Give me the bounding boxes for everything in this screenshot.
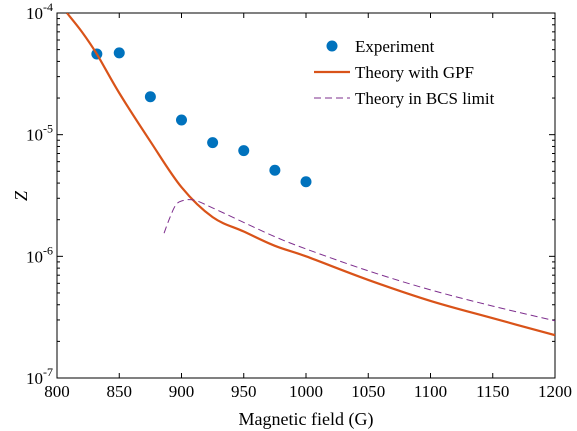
gpf-theory-curve (66, 13, 555, 337)
legend-label: Theory in BCS limit (355, 89, 495, 108)
experiment-point (300, 176, 312, 188)
y-tick-label: 10-5 (26, 122, 53, 145)
legend-label: Theory with GPF (355, 63, 474, 82)
experiment-point (176, 114, 187, 126)
y-axis-title: Z (11, 190, 31, 201)
bcs-limit-curve (163, 199, 555, 322)
x-tick-label: 1050 (351, 382, 385, 401)
x-axis-title: Magnetic field (G) (239, 409, 374, 430)
legend-label: Experiment (355, 37, 435, 56)
series-layer (66, 13, 555, 337)
x-tick-label: 950 (231, 382, 257, 401)
experiment-point (238, 145, 250, 157)
y-tick-label: 10-4 (26, 0, 53, 23)
experiment-point (269, 164, 281, 176)
x-tick-label: 1000 (289, 382, 323, 401)
ticks-layer: 800 850 900 950 1000 1050 1100 1150 1200 10-7 10-6… (26, 0, 572, 401)
y-tick-label: 10-6 (26, 243, 53, 266)
experiment-point (144, 91, 156, 103)
x-tick-label: 1100 (414, 382, 447, 401)
experiment-point (207, 137, 219, 149)
x-tick-label: 850 (107, 382, 133, 401)
x-tick-label: 800 (44, 382, 70, 401)
x-tick-label: 900 (169, 382, 195, 401)
legend-marker-experiment (326, 40, 338, 52)
x-tick-label: 1200 (538, 382, 572, 401)
legend: Experiment Theory with GPF Theory in BCS l… (314, 37, 495, 108)
experiment-point (113, 47, 125, 59)
y-tick-label: 10-7 (26, 365, 53, 388)
x-tick-label: 1150 (476, 382, 509, 401)
plot-frame (56, 12, 556, 379)
